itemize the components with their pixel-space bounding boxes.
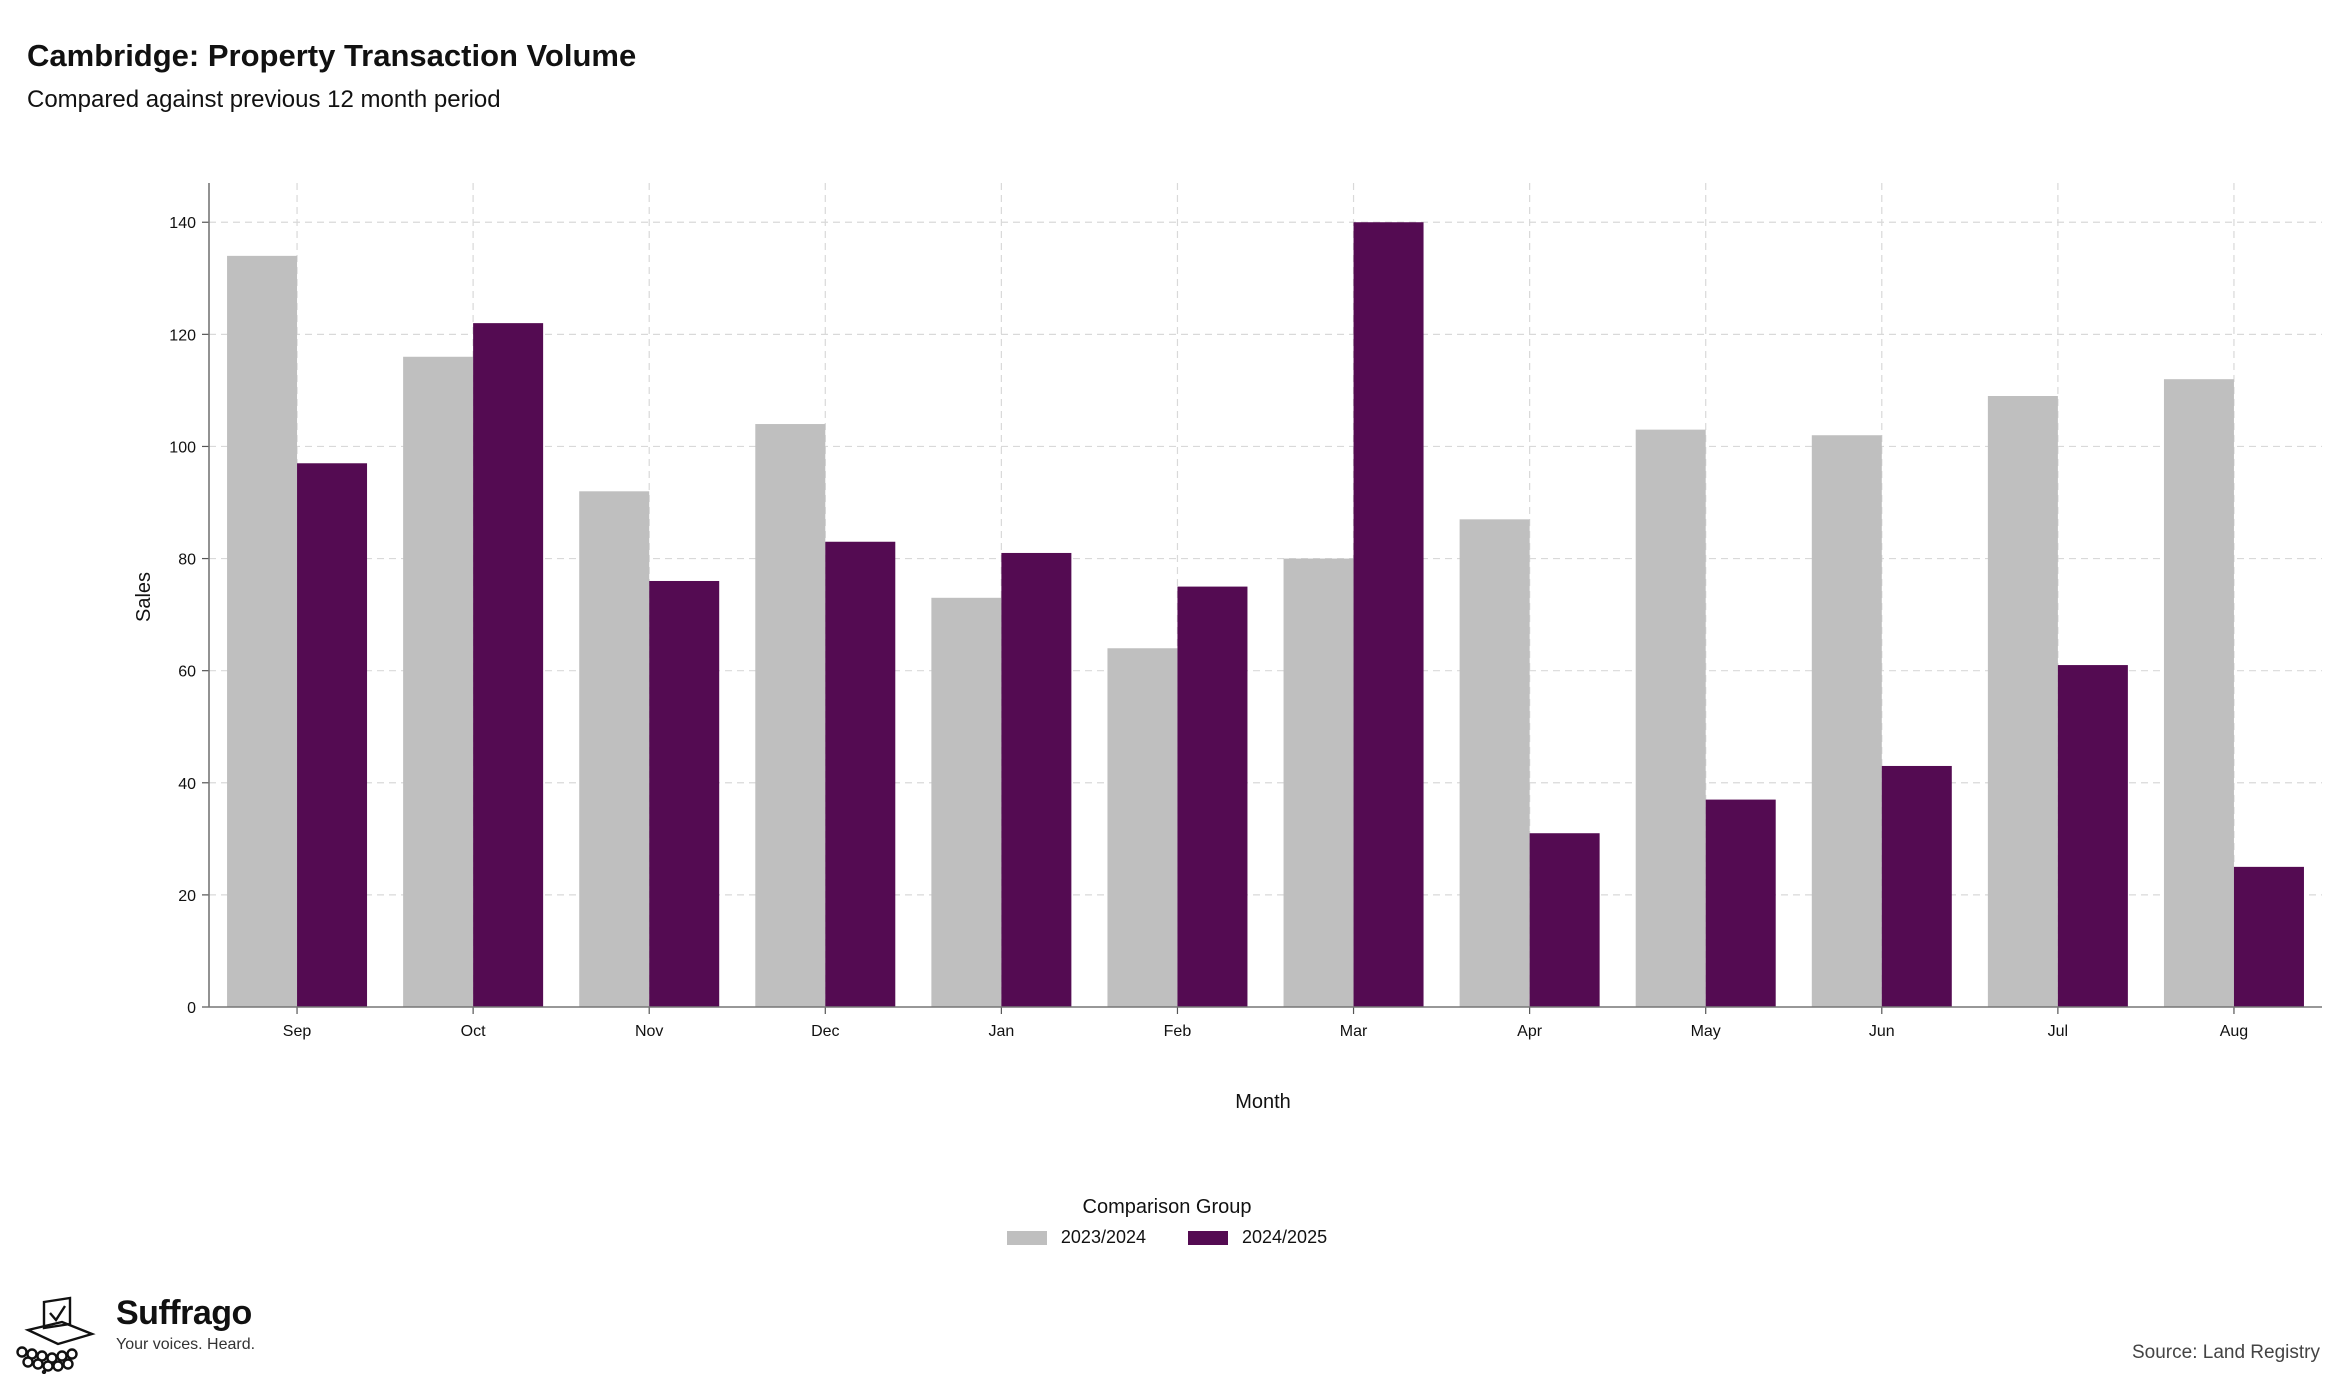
brand-logo: Suffrago Your voices. Heard. — [14, 1294, 255, 1374]
bar-2024-2025-nov — [649, 580, 720, 1007]
bar-2023-2024-may — [1635, 429, 1706, 1007]
axes: 0 20 40 60 80 100 120 140 Sep Oct Nov Dec Jan Feb Mar A… — [169, 183, 2322, 1040]
x-tick-label: May — [1691, 1023, 1721, 1040]
bar-2024-2025-aug — [2233, 866, 2304, 1007]
bar-2023-2024-apr — [1459, 519, 1530, 1007]
bar-2023-2024-dec — [755, 424, 826, 1007]
bars — [227, 222, 2304, 1008]
y-axis-label: Sales — [133, 572, 155, 622]
bar-2023-2024-nov — [579, 491, 650, 1007]
y-tick-label: 40 — [178, 776, 196, 793]
x-tick-label: Sep — [283, 1023, 312, 1040]
y-tick-label: 80 — [178, 552, 196, 569]
legend-swatch — [1006, 1230, 1047, 1245]
x-tick-label: Mar — [1340, 1023, 1368, 1040]
y-tick-label: 100 — [169, 439, 196, 456]
ballot-box-icon — [16, 1296, 96, 1374]
bar-2024-2025-jul — [2057, 665, 2128, 1007]
bar-2024-2025-apr — [1529, 833, 1600, 1007]
bar-2023-2024-mar — [1283, 558, 1354, 1007]
chart-subtitle: Compared against previous 12 month perio… — [27, 86, 501, 113]
y-tick-label: 120 — [169, 327, 196, 344]
y-tick-label: 60 — [178, 664, 196, 681]
bar-2024-2025-jan — [1001, 552, 1072, 1007]
x-tick-label: Nov — [635, 1023, 663, 1040]
bar-2023-2024-jan — [931, 597, 1002, 1007]
bar-2024-2025-mar — [1353, 222, 1424, 1007]
chart-title: Cambridge: Property Transaction Volume — [27, 38, 637, 73]
y-tick-label: 0 — [187, 1000, 196, 1017]
x-tick-label: Jun — [1869, 1023, 1895, 1040]
bar-2023-2024-oct — [403, 356, 474, 1008]
brand-name: Suffrago — [116, 1294, 252, 1332]
legend-title: Comparison Group — [1082, 1196, 1252, 1218]
bar-2024-2025-oct — [473, 323, 544, 1007]
bar-2023-2024-jul — [1987, 396, 2058, 1007]
x-tick-label: Apr — [1517, 1023, 1543, 1040]
bar-2023-2024-jun — [1811, 435, 1882, 1008]
legend-item-series-2: 2024/2025 — [1188, 1227, 1327, 1248]
x-tick-label: Oct — [461, 1023, 486, 1040]
y-tick-label: 140 — [169, 215, 196, 232]
bar-2023-2024-feb — [1107, 648, 1178, 1007]
x-axis-label: Month — [1235, 1091, 1291, 1113]
legend-swatch — [1188, 1230, 1228, 1245]
bar-2024-2025-sep — [297, 463, 368, 1007]
legend-label: 2024/2025 — [1242, 1227, 1328, 1247]
brand-tagline: Your voices. Heard. — [116, 1336, 256, 1353]
x-tick-label: Aug — [2220, 1023, 2248, 1040]
bar-2023-2024-sep — [227, 255, 298, 1008]
bar-2024-2025-may — [1705, 799, 1776, 1007]
bar-2024-2025-jun — [1881, 765, 1952, 1007]
x-tick-label: Dec — [811, 1023, 839, 1040]
legend-item-series-1: 2023/2024 — [1006, 1227, 1146, 1248]
legend-label: 2023/2024 — [1060, 1227, 1146, 1247]
legend-items: 2023/2024 2024/2025 — [0, 1227, 2334, 1248]
x-tick-label: Jul — [2048, 1023, 2068, 1040]
x-tick-label: Jan — [988, 1023, 1014, 1040]
y-tick-label: 20 — [178, 888, 196, 905]
x-tick-label: Feb — [1164, 1023, 1192, 1040]
bar-2024-2025-feb — [1177, 586, 1248, 1007]
bar-2024-2025-dec — [825, 541, 896, 1007]
legend: Comparison Group 2023/2024 2024/2025 — [0, 1196, 2334, 1248]
bar-2023-2024-aug — [2163, 379, 2234, 1007]
source-note: Source: Land Registry — [2132, 1342, 2320, 1363]
